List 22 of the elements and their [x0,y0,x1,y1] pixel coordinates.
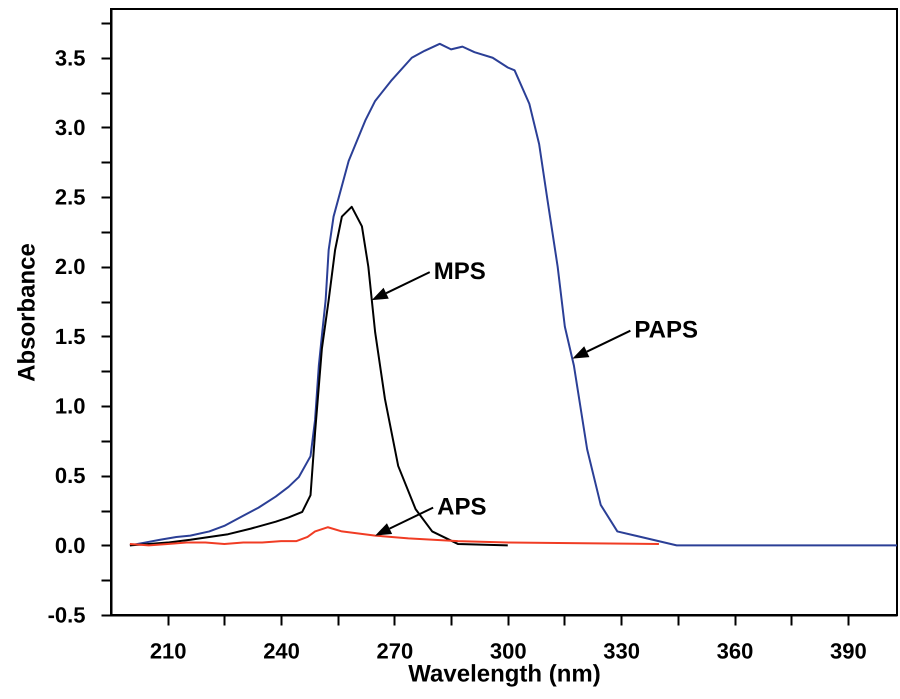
line-series [128,206,509,546]
text: 3.0 [54,114,86,140]
x-tick-label: 390 [830,638,867,664]
y-tick-label: -0.5 [48,602,86,628]
text: 0.0 [54,532,86,558]
y-tick-label: 3.5 [54,45,86,70]
x-tick-label: 240 [263,638,300,664]
y-tick-label: 2.5 [54,184,86,210]
text: 2.0 [54,254,86,280]
y-tick-label: 0.5 [54,463,86,488]
x-tick-label: 360 [716,638,754,664]
y-tick-label: 1.5 [54,324,86,349]
y-axis-title: Absorbance [14,243,41,382]
annotation: APS [437,494,486,521]
x-axis-title: Wavelength (nm) [408,660,601,688]
annotation: PAPS [634,316,698,344]
x-tick-label: 330 [603,638,640,664]
x-tick-label: 210 [150,638,187,664]
annotation: MPS [434,258,486,286]
text: 1.0 [54,394,86,419]
x-tick-label: 270 [376,638,414,664]
x-tick-label: 300 [490,638,527,664]
